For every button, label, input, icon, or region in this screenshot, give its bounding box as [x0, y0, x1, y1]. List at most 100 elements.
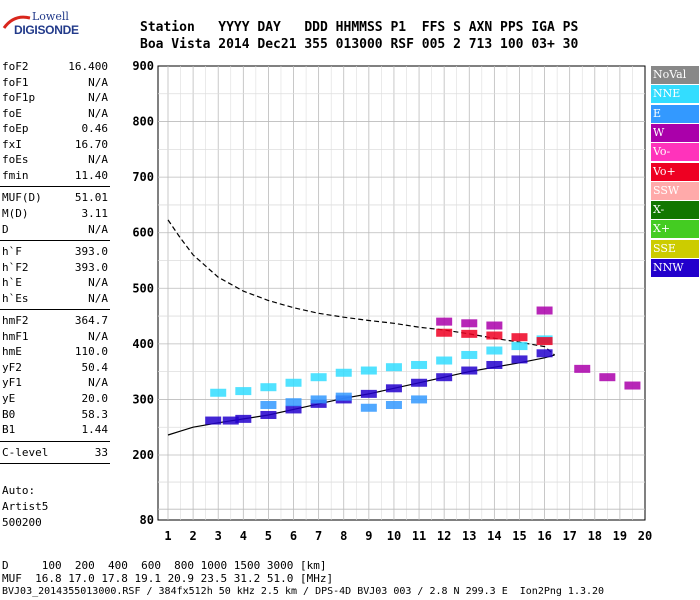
echo-point-nne	[511, 342, 528, 351]
autoscaling-line-2: Artist5	[2, 500, 49, 513]
x-tick-label: 17	[562, 529, 576, 543]
echo-point-nnw	[285, 405, 302, 414]
parameter-label: fxI	[2, 137, 22, 151]
header-line-2: Boa Vista 2014 Dec21 355 013000 RSF 005 …	[140, 37, 579, 52]
echo-point-nnw	[310, 399, 327, 408]
echo-point-nnw	[411, 378, 428, 387]
echo-point-nnw	[235, 414, 252, 423]
echo-point-e	[285, 398, 302, 407]
parameter-value: 51.01	[74, 191, 108, 205]
lowell-digisonde-logo: Lowell DIGISONDE	[2, 10, 79, 38]
autoscaling-line-1: Auto:	[2, 484, 36, 497]
parameter-value: 50.4	[81, 360, 109, 374]
parameter-label: yF2	[2, 360, 22, 374]
parameter-value: 0.46	[81, 122, 109, 136]
logo-text-top: Lowell	[32, 10, 69, 23]
parameter-value: N/A	[88, 329, 108, 343]
echo-point-nne	[335, 368, 352, 377]
parameter-separator	[0, 463, 110, 465]
x-tick-label: 4	[240, 529, 247, 543]
parameter-value: N/A	[88, 276, 108, 290]
legend-item-vo: Vo-	[651, 143, 699, 162]
x-tick-label: 14	[487, 529, 501, 543]
parameter-value: 393.0	[74, 260, 108, 274]
parameter-value: N/A	[88, 106, 108, 120]
x-tick-label: 8	[340, 529, 347, 543]
y-tick-label: 300	[132, 392, 154, 406]
parameter-label: C-level	[2, 445, 49, 459]
echo-point-e	[385, 400, 402, 409]
echo-point-nnw	[436, 373, 453, 382]
ionogram-chart: 1 2 3 4 5 6 7 8 9 10 11 12 13 14 15 16 17 18 19 20802003004…	[132, 59, 652, 543]
parameter-label: hmF1	[2, 329, 29, 343]
parameter-label: hmF2	[2, 314, 29, 328]
parameter-label: hmE	[2, 345, 22, 359]
parameter-label: B0	[2, 407, 16, 421]
parameter-value: N/A	[88, 91, 108, 105]
legend-item-vo: Vo+	[651, 162, 699, 181]
legend-item-e: E	[651, 104, 699, 123]
parameter-label: yE	[2, 392, 16, 405]
parameter-label: M(D)	[2, 206, 29, 220]
echo-point-w	[486, 321, 503, 330]
parameter-label: foF2	[2, 60, 29, 73]
echo-point-w	[574, 364, 591, 373]
echo-point-nnw	[536, 349, 553, 358]
echo-point-w	[599, 373, 616, 382]
echo-point-nne	[260, 383, 277, 392]
parameter-value: 16.400	[68, 60, 108, 73]
parameter-value: 16.70	[74, 137, 108, 151]
echo-point-w	[536, 306, 553, 315]
echo-point-vo	[461, 329, 478, 338]
parameter-value: N/A	[88, 153, 108, 167]
parameter-separator	[0, 186, 110, 188]
echo-point-nne	[285, 378, 302, 387]
x-tick-label: 13	[462, 529, 476, 543]
x-tick-label: 12	[437, 529, 451, 543]
parameter-label: foEp	[2, 122, 29, 136]
echo-point-nne	[461, 350, 478, 359]
parameter-value: 110.0	[74, 345, 108, 359]
parameter-value: N/A	[88, 75, 108, 89]
parameter-value: 33	[94, 445, 108, 459]
echo-point-nnw	[511, 355, 528, 364]
parameter-value: N/A	[88, 291, 108, 305]
echo-point-e	[411, 395, 428, 404]
parameter-value: 20.0	[81, 392, 109, 405]
x-tick-label: 11	[412, 529, 426, 543]
x-tick-label: 7	[315, 529, 322, 543]
echo-point-vo	[486, 331, 503, 340]
echo-point-e	[260, 400, 277, 409]
x-tick-label: 5	[265, 529, 272, 543]
echo-point-nnw	[205, 416, 222, 425]
x-tick-label: 20	[638, 529, 652, 543]
footer-muf-line: MUF 16.8 17.0 17.8 19.1 20.9 23.5 31.2 5…	[2, 572, 334, 585]
y-tick-label: 800	[132, 115, 154, 129]
parameter-value: N/A	[88, 222, 108, 236]
legend-item-noval: NoVal	[651, 66, 699, 84]
parameter-label: foF1p	[2, 91, 36, 105]
echo-point-nne	[210, 388, 227, 397]
legend-item-ssw: SSW	[651, 181, 699, 200]
parameter-separator	[0, 440, 110, 442]
parameter-separator	[0, 309, 110, 311]
echo-point-nnw	[260, 410, 277, 419]
parameter-label: fmin	[2, 168, 29, 182]
parameter-label: yF1	[2, 376, 22, 390]
echo-point-nne	[385, 363, 402, 372]
y-tick-label: 500	[132, 281, 154, 295]
x-tick-label: 1	[164, 529, 171, 543]
parameter-separator	[0, 240, 110, 242]
y-tick-label: 200	[132, 448, 154, 462]
parameter-label: foE	[2, 106, 22, 120]
echo-point-e	[310, 395, 327, 404]
x-tick-label: 3	[215, 529, 222, 543]
echo-point-e	[360, 403, 377, 412]
echo-point-nne	[360, 366, 377, 375]
echo-point-nnw	[486, 360, 503, 369]
parameter-value: 1.44	[81, 423, 109, 437]
parameter-label: D	[2, 222, 9, 236]
legend-item-sse: SSE	[651, 239, 699, 258]
x-tick-label: 2	[189, 529, 196, 543]
y-tick-label: 600	[132, 226, 154, 240]
